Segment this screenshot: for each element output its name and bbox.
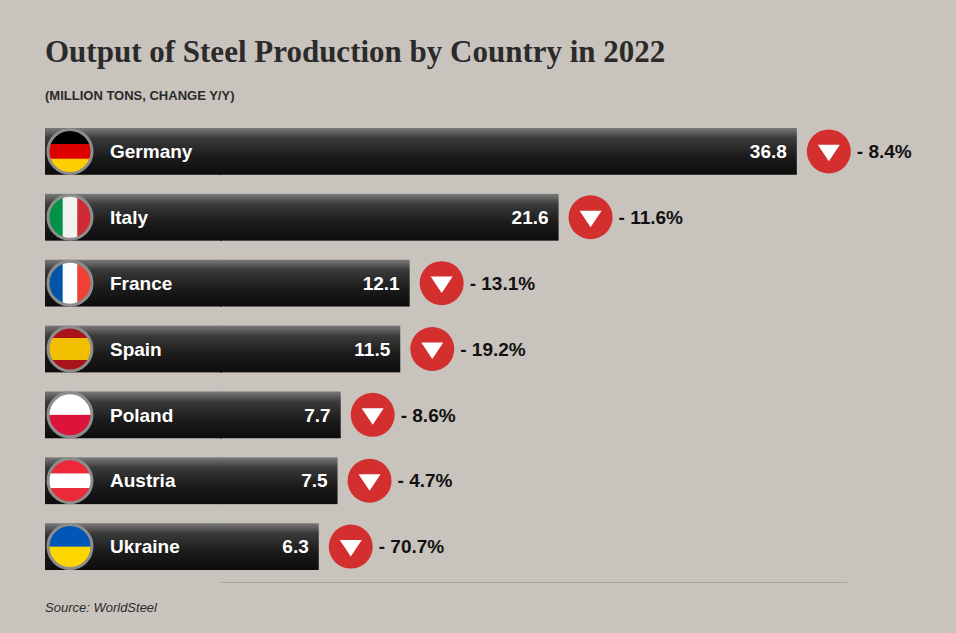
bar-head	[45, 128, 222, 175]
data-label: 11.5	[354, 339, 390, 360]
bars	[220, 128, 797, 570]
bar	[220, 391, 341, 438]
category-labels: Germany Italy France Spain Poland Austria Ukra…	[110, 141, 193, 557]
flag	[48, 129, 92, 174]
flag	[48, 393, 92, 438]
flag	[48, 327, 92, 372]
data-label: 7.7	[304, 405, 330, 426]
bar-head	[45, 326, 222, 373]
change-arrow	[421, 342, 443, 359]
flag-stripe	[48, 338, 92, 361]
x-axis	[221, 582, 848, 583]
flag-ring	[48, 261, 92, 305]
change-badge	[420, 261, 464, 305]
flag-ring	[48, 525, 92, 569]
category-label: Italy	[110, 207, 148, 228]
flag	[48, 261, 93, 305]
flag-stripe	[48, 415, 92, 438]
data-label: 7.5	[301, 470, 328, 491]
change-label: - 8.4%	[857, 141, 912, 162]
bar-head	[45, 391, 222, 438]
change-arrow	[431, 277, 453, 294]
flag-stripe	[48, 525, 92, 548]
change-badge	[348, 459, 392, 503]
bar-head	[45, 457, 222, 504]
bar	[220, 260, 410, 307]
title: Output of Steel Production by Country in…	[45, 34, 665, 69]
bar	[220, 194, 559, 241]
change-label: - 19.2%	[460, 339, 526, 360]
bar-head	[45, 194, 222, 241]
flag-ring	[48, 327, 92, 371]
bar-head	[45, 523, 222, 570]
data-labels: 36.8 21.6 12.1 11.5 7.7 7.5 6.3	[282, 141, 787, 557]
flag	[48, 459, 92, 504]
data-label: 36.8	[750, 141, 787, 162]
flags	[48, 129, 93, 569]
flag-stripe	[63, 261, 78, 305]
bar	[220, 523, 319, 570]
category-label: Ukraine	[110, 536, 180, 557]
change-label: - 13.1%	[470, 273, 536, 294]
change-badge	[569, 195, 613, 239]
change-badge	[329, 525, 373, 569]
change-badge	[807, 129, 851, 173]
flag	[48, 195, 93, 239]
flag-stripe	[48, 547, 92, 570]
flag-stripe	[48, 393, 92, 416]
data-label: 12.1	[363, 273, 400, 294]
bar	[220, 457, 338, 504]
axis-line	[221, 582, 848, 583]
change-arrow	[818, 145, 840, 162]
change-badge	[410, 327, 454, 371]
flag-stripe	[48, 473, 92, 488]
flag-ring	[48, 393, 92, 437]
bar	[220, 326, 400, 373]
flag-ring	[48, 195, 92, 239]
change-arrow	[580, 211, 602, 228]
flag-ring	[48, 129, 92, 173]
bar	[220, 128, 797, 175]
change-label: - 8.6%	[401, 405, 456, 426]
flag-stripe	[48, 144, 92, 159]
category-label: Spain	[110, 339, 162, 360]
change-arrow	[359, 474, 381, 491]
flag-stripe	[63, 195, 78, 239]
bar-head	[45, 260, 222, 307]
changes: - 8.4% - 11.6% - 13.1% - 19.2% - 8.6% - 4.7% -…	[329, 129, 912, 568]
category-label: Germany	[110, 141, 193, 162]
change-label: - 11.6%	[619, 207, 684, 228]
background	[0, 0, 956, 633]
subtitle: (MILLION TONS, CHANGE Y/Y)	[45, 88, 234, 103]
bar-heads	[45, 128, 222, 570]
change-label: - 70.7%	[379, 536, 445, 557]
change-arrow	[340, 540, 362, 557]
flag-ring	[48, 459, 92, 503]
change-arrow	[362, 408, 384, 425]
source: Source: WorldSteel	[45, 600, 158, 615]
chart: Output of Steel Production by Country in…	[0, 0, 956, 633]
flag	[48, 525, 92, 570]
category-label: Austria	[110, 470, 176, 491]
data-label: 6.3	[282, 536, 308, 557]
category-label: France	[110, 273, 172, 294]
data-label: 21.6	[512, 207, 549, 228]
category-label: Poland	[110, 405, 173, 426]
change-badge	[351, 393, 395, 437]
change-label: - 4.7%	[398, 470, 453, 491]
